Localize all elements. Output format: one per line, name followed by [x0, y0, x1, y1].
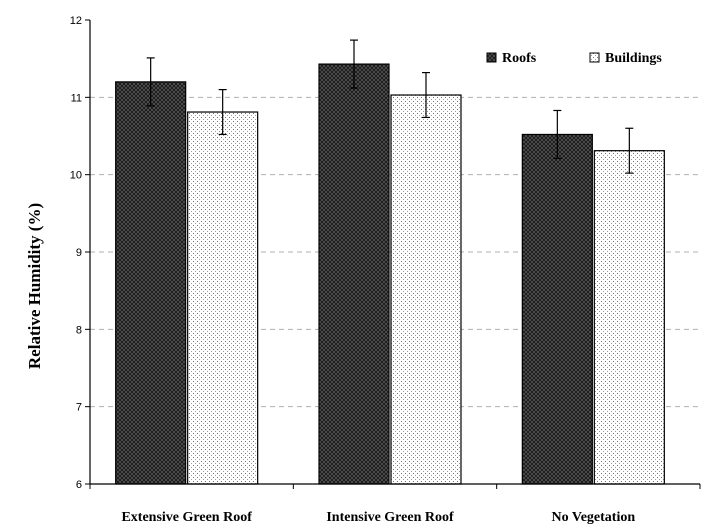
y-tick-label: 6: [76, 479, 82, 491]
y-tick-label: 12: [70, 15, 82, 27]
bars: [115, 39, 665, 485]
bar-roofs-1: [318, 63, 390, 485]
legend-label-buildings: Buildings: [605, 51, 662, 66]
y-tick-label: 9: [76, 247, 82, 259]
bar-roofs-2: [521, 133, 593, 485]
y-tick-label: 11: [71, 92, 82, 104]
bar-buildings-0: [187, 111, 259, 485]
legend-swatch-roofs: [486, 52, 497, 63]
y-axis-title: Relative Humidity (%): [25, 203, 44, 369]
bar-buildings-1: [390, 94, 462, 485]
bar-roofs-0: [115, 81, 187, 485]
x-category-label: Extensive Green Roof: [121, 510, 252, 525]
tick-labels: 6 7 8 9 10 11 12 Extensive Green Roof Intensive …: [70, 15, 636, 525]
bar-buildings-2: [593, 150, 665, 485]
legend-swatch-buildings: [589, 52, 600, 63]
legend: Roofs Buildings: [486, 51, 662, 66]
x-category-label: Intensive Green Roof: [326, 510, 454, 525]
axes: [85, 19, 701, 489]
y-tick-label: 7: [76, 402, 82, 414]
y-tick-label: 8: [76, 324, 82, 336]
legend-label-roofs: Roofs: [502, 51, 537, 66]
x-category-label: No Vegetation: [552, 510, 636, 525]
y-tick-label: 10: [70, 170, 82, 182]
